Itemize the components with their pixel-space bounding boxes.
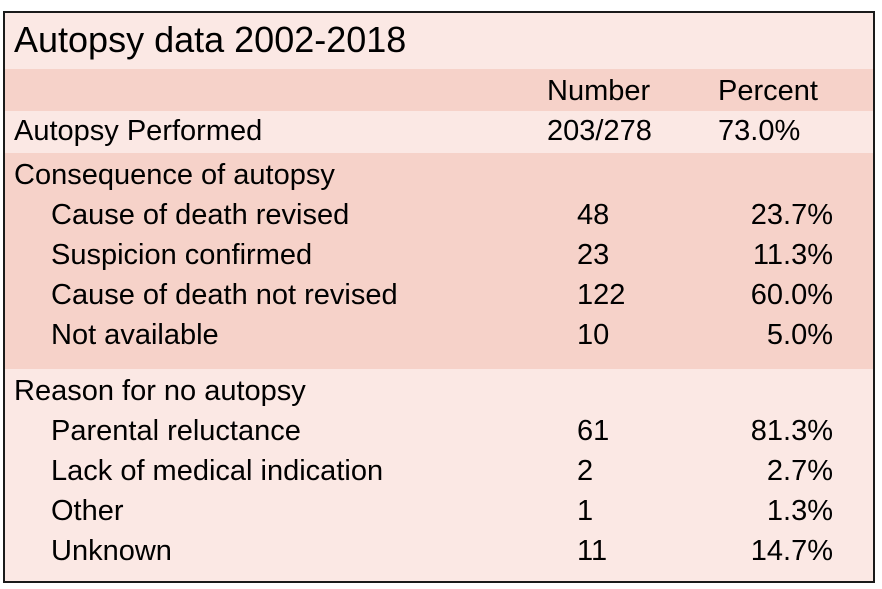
section-heading: Reason for no autopsy — [14, 375, 306, 407]
row-label: Unknown — [51, 535, 172, 567]
row-number: 61 — [577, 415, 610, 447]
table-title-row: Autopsy data 2002-2018 — [5, 13, 873, 69]
row-number: 122 — [577, 279, 626, 311]
row-label: Cause of death revised — [51, 199, 350, 231]
row-percent: 1.3% — [766, 495, 833, 527]
row-label: Suspicion confirmed — [51, 239, 313, 271]
table-title: Autopsy data 2002-2018 — [14, 19, 407, 60]
row-label: Lack of medical indication — [51, 455, 384, 487]
row-number: 1 — [577, 495, 594, 527]
header-percent: Percent — [718, 75, 818, 107]
section-heading: Consequence of autopsy — [14, 159, 335, 191]
row-number: 23 — [577, 239, 610, 271]
row-number: 10 — [577, 319, 610, 351]
row-label: Other — [51, 495, 124, 527]
row-label: Not available — [51, 319, 219, 351]
autopsy-performed-row: Autopsy Performed 203/278 73.0% — [5, 111, 873, 153]
row-number: 48 — [577, 199, 610, 231]
row-percent: 73.0% — [718, 115, 801, 147]
row-number: 2 — [577, 455, 594, 487]
row-number: 203/278 — [547, 115, 652, 147]
header-number: Number — [547, 75, 651, 107]
autopsy-table: Autopsy data 2002-2018 Number Percent Au… — [3, 11, 875, 583]
row-percent: 81.3% — [750, 415, 833, 447]
row-label: Parental reluctance — [51, 415, 301, 447]
column-header-row: Number Percent — [5, 69, 873, 111]
row-number: 11 — [577, 535, 608, 567]
row-label: Cause of death not revised — [51, 279, 398, 311]
consequence-section: Consequence of autopsy Cause of death re… — [5, 153, 873, 369]
row-percent: 2.7% — [766, 455, 833, 487]
row-percent: 23.7% — [750, 199, 833, 231]
row-label: Autopsy Performed — [14, 115, 263, 147]
row-percent: 11.3% — [752, 239, 833, 271]
row-percent: 5.0% — [766, 319, 833, 351]
row-percent: 14.7% — [750, 535, 833, 567]
row-percent: 60.0% — [750, 279, 833, 311]
reason-section: Reason for no autopsy Parental reluctanc… — [5, 369, 873, 581]
